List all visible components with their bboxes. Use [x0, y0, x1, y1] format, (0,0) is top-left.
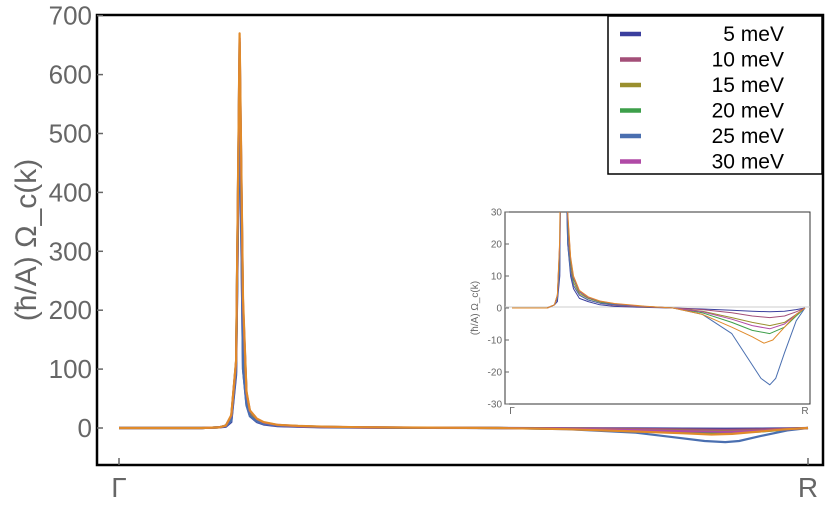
legend-label: 30 meV — [712, 151, 784, 174]
legend-box — [607, 15, 823, 175]
inset-y-tick-label: -30 — [488, 400, 503, 411]
y-tick-label: 0 — [78, 413, 92, 443]
y-tick-label: 200 — [49, 295, 92, 325]
inset-x-tick-label: R — [801, 406, 808, 417]
inset-series-lines — [512, 212, 806, 386]
inset-y-tick-label: 30 — [491, 208, 503, 219]
inset-series-line — [512, 212, 806, 344]
y-axis-label: (ħ/A) Ω_c(k) — [10, 159, 43, 321]
inset-series-line — [512, 212, 806, 386]
y-axis-ticks: 0 100 200 300 400 500 600 700 — [49, 1, 103, 443]
y-tick-label: 500 — [49, 119, 92, 149]
inset-y-tick-label: -20 — [488, 368, 503, 379]
x-tick-label: R — [798, 472, 818, 503]
legend-label: 20 meV — [712, 100, 784, 123]
legend-label: 25 meV — [712, 125, 784, 148]
y-tick-label: 300 — [49, 236, 92, 266]
y-tick-label: 100 — [49, 354, 92, 384]
series-line — [119, 32, 809, 436]
legend-label: 5 meV — [723, 23, 784, 46]
series-lines — [119, 32, 809, 444]
inset-y-axis-label: (ħ/A) Ω_c(k) — [470, 281, 481, 335]
inset-x-tick-label: Γ — [509, 406, 515, 417]
legend-label: 10 meV — [712, 49, 784, 72]
inset-y-tick-label: 0 — [496, 304, 502, 315]
inset-y-tick-label: -10 — [488, 336, 503, 347]
legend-label: 15 meV — [712, 74, 784, 97]
x-tick-label: Γ — [111, 472, 126, 503]
inset-y-tick-label: 10 — [491, 272, 503, 283]
inset-y-ticks: 30 20 10 0 -10 -20 -30 — [488, 208, 509, 411]
inset-y-tick-label: 20 — [491, 240, 503, 251]
y-tick-label: 700 — [49, 1, 92, 31]
y-tick-label: 600 — [49, 60, 92, 90]
y-tick-label: 400 — [49, 177, 92, 207]
inset-series-line — [512, 212, 806, 313]
